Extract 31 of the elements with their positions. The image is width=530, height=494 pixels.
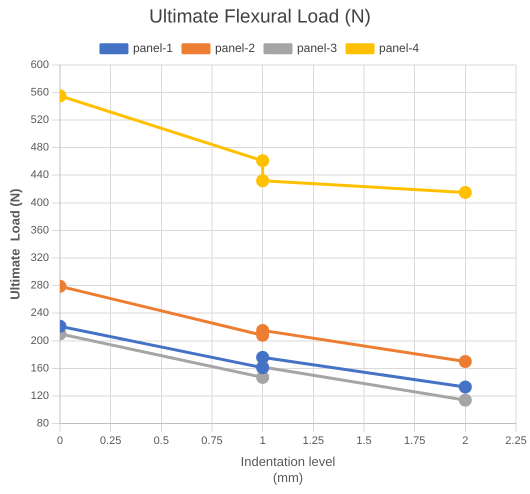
y-axis-title: Ultimate Load (N) <box>7 188 22 300</box>
y-tick-label: 80 <box>36 418 49 430</box>
y-tick-label: 240 <box>30 307 49 320</box>
legend-label: panel-2 <box>214 41 256 56</box>
x-tick-label: 0.25 <box>100 435 122 448</box>
y-tick-label: 520 <box>30 114 49 126</box>
y-tick-label: 120 <box>30 390 49 402</box>
y-tick-label: 280 <box>30 280 49 292</box>
y-tick-label: 600 <box>30 58 49 71</box>
legend-label: panel-1 <box>132 41 174 56</box>
y-tick-label: 200 <box>30 334 49 347</box>
x-tick-label: 1.5 <box>356 435 372 448</box>
x-tick-label: 0 <box>56 435 64 448</box>
x-tick-label: 2.25 <box>505 435 527 448</box>
x-tick-label: 1 <box>260 435 266 448</box>
x-tick-label: 0.5 <box>154 435 169 448</box>
y-tick-label: 360 <box>30 224 49 236</box>
y-tick-label: 320 <box>30 252 49 264</box>
y-tick-label: 400 <box>30 196 49 209</box>
legend-label: panel-3 <box>297 41 338 56</box>
x-axis-title: Indentation level (mm) <box>240 454 336 485</box>
y-tick-label: 440 <box>30 169 49 182</box>
x-tick-label: 2 <box>462 435 468 448</box>
chart-title: Ultimate Flexural Load (N) <box>149 6 371 28</box>
x-tick-label: 1.75 <box>404 435 426 448</box>
y-tick-label: 560 <box>30 86 49 98</box>
legend-label: panel-4 <box>379 41 420 56</box>
y-tick-label: 480 <box>30 142 49 154</box>
y-tick-label: 160 <box>30 362 49 374</box>
x-tick-label: 1.25 <box>302 435 324 448</box>
x-tick-label: 0.75 <box>201 435 223 448</box>
